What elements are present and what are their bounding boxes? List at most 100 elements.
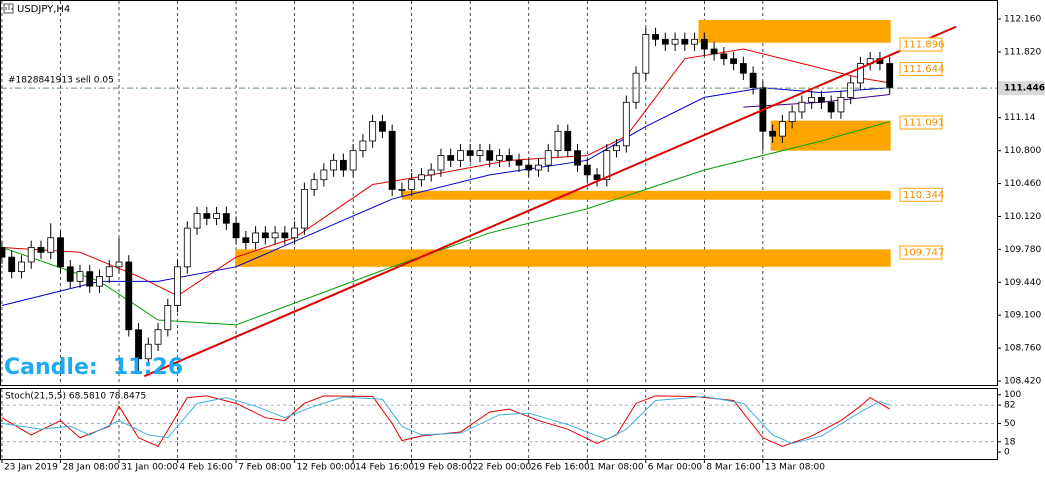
candle-body — [359, 140, 367, 152]
stoch-line — [1, 395, 890, 445]
x-tick-label: 8 Mar 16:00 — [706, 463, 761, 473]
candle-body — [857, 63, 864, 84]
x-tick-label: 31 Jan 00:00 — [121, 463, 178, 473]
zone — [235, 249, 891, 267]
candle-body — [164, 305, 172, 331]
y-tick-label: 112.160 — [1004, 15, 1041, 25]
y-tick-label: 111.14 — [1004, 113, 1036, 123]
zone — [770, 120, 891, 151]
y-tick-label: 110.460 — [1004, 179, 1041, 189]
candle-body — [388, 130, 396, 190]
candle-body — [671, 38, 679, 45]
candle-body — [300, 188, 308, 229]
moving-average — [1, 48, 890, 297]
candle-body — [681, 38, 689, 45]
candle-body — [408, 179, 416, 190]
x-tick-label: 7 Feb 08:00 — [238, 463, 292, 473]
candle-body — [622, 101, 630, 147]
level-label: 109.747 — [903, 248, 944, 259]
level-label: 111.644 — [903, 64, 944, 75]
candle-body — [96, 276, 103, 287]
candle-body — [554, 130, 562, 152]
candle-body — [320, 169, 328, 181]
y-tick-label: 109.100 — [1004, 311, 1041, 321]
candle-body — [154, 329, 162, 345]
candle-body — [544, 150, 552, 166]
candle-body — [505, 155, 513, 161]
candle-body — [515, 159, 523, 166]
candle-body — [613, 145, 620, 152]
candle-body — [213, 213, 220, 219]
candle-body — [447, 155, 455, 161]
candle-body — [47, 237, 55, 253]
candle-body — [86, 271, 94, 287]
x-tick-label: 14 Feb 16:00 — [355, 463, 414, 473]
candle-body — [105, 266, 113, 277]
candle-body — [261, 232, 269, 239]
candle-body — [418, 174, 425, 181]
candle-body — [115, 261, 123, 268]
plot-layer: 23 Jan 2019 28 Jan 08:00 31 Jan 00:00 4 Feb… — [0, 1, 1045, 473]
x-tick-label: 13 Mar 08:00 — [765, 463, 825, 473]
level-box — [899, 37, 943, 52]
x-tick-label: 19 Feb 08:00 — [414, 463, 473, 473]
candle-body — [66, 266, 74, 282]
y-tick-label: 50 — [1004, 419, 1016, 429]
candle-body — [603, 150, 611, 181]
candle-body — [378, 121, 386, 132]
x-tick-label: 26 Feb 16:00 — [531, 463, 590, 473]
candle-body — [222, 213, 230, 224]
candle-body — [466, 150, 474, 156]
candle-body — [827, 101, 835, 113]
candle-body — [837, 97, 845, 113]
candle-body — [457, 150, 464, 161]
candle-body — [291, 227, 299, 239]
candle-body — [174, 266, 181, 306]
candle-body — [525, 164, 533, 171]
candle-body — [349, 150, 357, 171]
x-tick-label: 4 Feb 16:00 — [180, 463, 234, 473]
candle-body — [18, 261, 25, 273]
x-tick-label: 22 Feb 00:00 — [472, 463, 531, 473]
level-label: 111.896 — [903, 40, 944, 51]
y-tick-label: 108.760 — [1004, 344, 1041, 354]
y-tick-label: 100 — [1004, 390, 1021, 400]
candle-body — [125, 261, 133, 331]
candle-body — [0, 247, 6, 258]
y-tick-label: 110.120 — [1004, 212, 1041, 222]
candle-body — [778, 121, 786, 137]
level-box — [899, 245, 943, 260]
indicator-title: Stoch(21,5,5) 68.5810 78.8475 — [5, 392, 146, 402]
level-label: 110.344 — [903, 190, 944, 201]
candle-body — [847, 82, 855, 98]
candle-body — [37, 247, 45, 253]
level-box — [899, 61, 943, 76]
candle-body — [8, 256, 16, 273]
candle-body — [574, 150, 581, 166]
candle-body — [242, 237, 250, 244]
candle-body — [593, 174, 601, 181]
candle-body — [788, 111, 796, 123]
candle-body — [427, 169, 435, 176]
current-price-box — [998, 81, 1045, 96]
candle-body — [886, 63, 894, 89]
x-tick-label: 6 Mar 00:00 — [648, 463, 703, 473]
candle-body — [730, 58, 738, 64]
y-tick-label: 82 — [1004, 401, 1015, 411]
candle-body — [369, 121, 377, 142]
candle-body — [330, 159, 338, 171]
candle-body — [437, 155, 445, 171]
level-box — [899, 115, 943, 130]
y-tick-label: 109.440 — [1004, 278, 1041, 288]
candle-body — [535, 164, 542, 171]
candle-body — [749, 72, 757, 89]
moving-average — [1, 121, 890, 326]
x-tick-label: 23 Jan 2019 — [4, 463, 58, 473]
candle-body — [739, 63, 747, 74]
y-tick-label: 0 — [1004, 448, 1010, 458]
candle-body — [642, 34, 650, 74]
candle-body — [817, 97, 825, 103]
x-tick-label: 1 Mar 08:00 — [589, 463, 644, 473]
